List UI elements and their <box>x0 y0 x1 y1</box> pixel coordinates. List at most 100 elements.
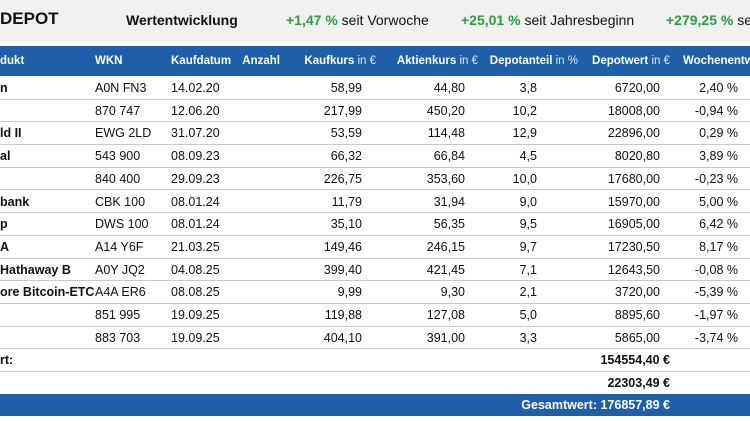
column-header: Aktienkurs in € <box>397 55 478 67</box>
cell: 08.08.25 <box>171 285 220 300</box>
column-title: Kaufkurs <box>304 55 355 67</box>
stat: +25,01 % seit Jahresbeginn <box>461 12 634 28</box>
column-title: WKN <box>95 55 123 67</box>
cell: 217,99 <box>323 103 362 118</box>
cell: 391,00 <box>426 330 465 345</box>
cell: 9,30 <box>440 285 465 300</box>
cell: 404,10 <box>323 330 362 345</box>
cell: -0,23 % <box>694 171 738 186</box>
cell: 421,45 <box>426 262 465 277</box>
cell: A0Y JQ2 <box>95 262 145 277</box>
cell: 66,84 <box>433 149 465 164</box>
cell: DWS 100 <box>95 217 149 232</box>
label: Wertentwicklung <box>126 12 238 28</box>
cell: 0,29 % <box>699 126 738 141</box>
cell: 114,48 <box>427 126 465 141</box>
cell: 6720,00 <box>614 81 660 95</box>
cell: 226,75 <box>323 171 362 186</box>
column-unit: in € <box>651 55 670 67</box>
product-name: ld II <box>0 126 22 141</box>
cell: 12,9 <box>512 126 537 141</box>
cell: 15970,00 <box>607 194 660 209</box>
product-name: p <box>0 217 8 232</box>
column-header: Depotwert in € <box>592 55 670 67</box>
column-title: Aktienkurs <box>396 55 457 67</box>
stat: +279,25 % se <box>666 12 750 28</box>
cell: 16905,00 <box>607 217 660 232</box>
product-name: A <box>0 239 10 254</box>
cell: 5,0 <box>519 308 537 322</box>
cell: A4A ER6 <box>95 285 146 300</box>
cell: -1,97 % <box>694 308 738 322</box>
table-row: 870 74712.06.2040217,99450,2010,218008,0… <box>0 100 750 123</box>
column-title: Anzahl <box>242 55 280 67</box>
cell: 66,32 <box>330 149 362 164</box>
cell: 56,35 <box>433 217 465 232</box>
cell: 399,40 <box>323 262 362 277</box>
summary-bar: DEPOT Wertentwicklung +1,47 % seit Vorwo… <box>0 0 750 42</box>
cell: 8895,60 <box>614 308 660 322</box>
table-header: dukt WKN Kaufdatum Anzahl Kaufkurs in € Aktie… <box>0 46 750 76</box>
cell: 5865,00 <box>614 330 660 345</box>
stat: +1,47 % seit Vorwoche <box>286 12 429 28</box>
stat-text: seit Vorwoche <box>341 12 429 28</box>
cell: 3720,00 <box>614 285 660 300</box>
table-row: 883 70319.09.2515404,10391,003,35865,00-… <box>0 327 750 350</box>
cell: 2,40 % <box>699 81 738 95</box>
cell: 31.07.20 <box>171 126 220 141</box>
cell: 119,88 <box>324 308 362 322</box>
cell: 9,7 <box>519 239 537 254</box>
footer-row: 22303,49 € <box>0 372 750 395</box>
cell: 44,80 <box>433 81 465 95</box>
cell: 04.08.25 <box>171 262 220 277</box>
title: DEPOT <box>0 9 59 28</box>
cell: A0N FN3 <box>95 81 147 95</box>
cell: 17680,00 <box>607 171 660 186</box>
cell: -0,94 % <box>694 103 738 118</box>
cell: 840 400 <box>95 171 141 186</box>
cell: 17230,50 <box>607 239 660 254</box>
column-header: Wochenentw <box>683 55 750 67</box>
cell: 10,2 <box>512 103 537 118</box>
stat-value: +1,47 % <box>286 12 338 28</box>
cell: 3,3 <box>519 330 537 345</box>
cell: 53,59 <box>330 126 362 141</box>
column-unit: in % <box>555 55 578 67</box>
product-name: bank <box>0 194 30 209</box>
footer-row: rt: 154554,40 € <box>0 349 750 373</box>
product-name: al <box>0 149 11 164</box>
stat-value: +279,25 % <box>666 12 734 28</box>
cell: 5,00 % <box>699 194 738 209</box>
cell: 14.02.20 <box>171 81 220 95</box>
column-header: Depotanteil in % <box>490 55 578 67</box>
cell: 31,94 <box>433 194 465 209</box>
cell: 353,60 <box>426 171 465 186</box>
cell: -0,08 % <box>694 262 738 277</box>
cell: 11,79 <box>331 194 362 209</box>
cell: 543 900 <box>95 149 141 164</box>
column-title: Wochenentw <box>683 55 750 67</box>
cell: 9,99 <box>337 285 362 300</box>
cell: 10,0 <box>512 171 537 186</box>
cell: 29.09.23 <box>171 171 220 186</box>
cell: 22896,00 <box>607 126 660 141</box>
cell: 08.01.24 <box>171 194 220 209</box>
column-title: Depotanteil <box>489 55 553 67</box>
stat-text: se <box>737 12 750 28</box>
cell: 18008,00 <box>607 103 660 118</box>
column-title: dukt <box>0 55 25 67</box>
cell: 2,1 <box>519 285 537 300</box>
cell: -5,39 % <box>694 285 738 300</box>
column-header: WKN <box>95 55 122 67</box>
table-row: 851 99519.09.2570119,88127,085,08895,60-… <box>0 304 750 327</box>
cell: CBK 100 <box>95 194 146 209</box>
cell: 12.06.20 <box>171 103 220 118</box>
cell: 21.03.25 <box>171 239 220 254</box>
cell: 8020,80 <box>614 149 660 164</box>
